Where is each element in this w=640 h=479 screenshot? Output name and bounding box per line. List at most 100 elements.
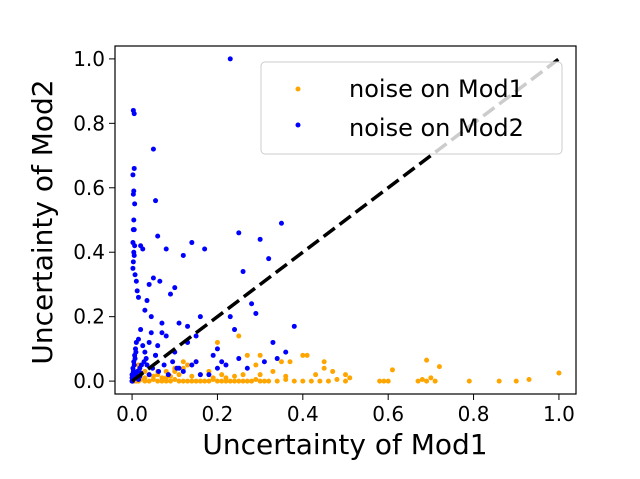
data-point-series-2 xyxy=(202,246,208,252)
data-point-series-1 xyxy=(266,378,272,384)
data-point-series-1 xyxy=(206,378,212,384)
data-point-series-1 xyxy=(308,378,314,384)
data-point-series-2 xyxy=(144,362,150,368)
data-point-series-2 xyxy=(131,165,137,171)
y-tick-label: 1.0 xyxy=(73,47,105,71)
data-point-series-1 xyxy=(466,378,472,384)
data-point-series-2 xyxy=(274,356,280,362)
data-point-series-1 xyxy=(300,378,306,384)
data-point-series-2 xyxy=(150,146,156,152)
data-point-series-2 xyxy=(283,349,289,355)
data-point-series-2 xyxy=(236,230,242,236)
data-point-series-2 xyxy=(133,349,139,355)
data-point-series-2 xyxy=(155,233,161,239)
data-point-series-1 xyxy=(325,378,331,384)
data-point-series-2 xyxy=(163,333,169,339)
data-point-series-2 xyxy=(270,339,276,345)
data-point-series-2 xyxy=(135,294,141,300)
data-point-series-1 xyxy=(172,377,178,382)
data-point-series-1 xyxy=(176,372,182,378)
data-point-series-1 xyxy=(193,378,199,384)
data-point-series-2 xyxy=(227,314,233,320)
data-point-series-2 xyxy=(131,227,137,233)
data-point-series-2 xyxy=(232,327,238,333)
data-point-series-2 xyxy=(193,333,199,339)
data-point-series-2 xyxy=(167,291,173,297)
data-point-series-2 xyxy=(148,314,154,320)
data-point-series-1 xyxy=(185,378,191,384)
data-point-series-2 xyxy=(214,346,220,352)
data-point-series-1 xyxy=(214,378,220,384)
data-point-series-1 xyxy=(424,378,430,384)
data-point-series-1 xyxy=(432,378,438,384)
data-point-series-1 xyxy=(415,378,421,384)
data-point-series-1 xyxy=(244,378,250,384)
data-point-series-1 xyxy=(236,333,242,339)
data-point-series-2 xyxy=(131,111,137,117)
data-point-series-2 xyxy=(131,362,137,368)
data-point-series-2 xyxy=(261,359,267,365)
data-point-series-1 xyxy=(227,378,233,384)
data-point-series-2 xyxy=(197,372,203,378)
data-point-series-2 xyxy=(159,330,165,336)
y-tick-label: 0.0 xyxy=(73,369,105,393)
data-point-series-2 xyxy=(131,217,137,223)
data-point-series-2 xyxy=(210,352,216,358)
legend-marker-mod1 xyxy=(295,86,301,92)
data-point-series-1 xyxy=(253,362,259,368)
data-point-series-1 xyxy=(142,368,148,374)
data-point-series-2 xyxy=(146,372,152,378)
data-point-series-2 xyxy=(150,275,156,281)
data-point-series-1 xyxy=(232,373,238,379)
data-point-series-2 xyxy=(257,236,263,242)
data-point-series-2 xyxy=(206,372,212,378)
data-point-series-1 xyxy=(223,375,229,381)
x-tick-label: 0.8 xyxy=(458,402,490,426)
data-point-series-1 xyxy=(304,352,310,358)
data-point-series-2 xyxy=(130,265,136,271)
data-point-series-1 xyxy=(526,377,532,382)
data-point-series-1 xyxy=(150,373,156,379)
x-tick-label: 0.6 xyxy=(372,402,404,426)
data-point-series-1 xyxy=(330,368,336,374)
data-point-series-1 xyxy=(436,364,442,370)
data-point-series-2 xyxy=(131,252,137,258)
data-point-series-2 xyxy=(146,281,152,287)
data-point-series-1 xyxy=(291,378,297,384)
y-tick-label: 0.6 xyxy=(73,176,105,200)
data-point-series-1 xyxy=(343,378,348,384)
data-point-series-2 xyxy=(278,220,284,226)
data-point-series-2 xyxy=(130,259,136,265)
data-point-series-2 xyxy=(161,362,167,368)
data-point-series-1 xyxy=(189,378,195,384)
data-point-series-2 xyxy=(165,372,171,378)
data-point-series-1 xyxy=(274,378,280,384)
data-point-series-1 xyxy=(300,352,306,358)
data-point-series-1 xyxy=(381,378,387,384)
data-point-series-1 xyxy=(240,378,246,384)
data-point-series-2 xyxy=(219,359,225,365)
data-point-series-2 xyxy=(130,191,136,197)
data-point-series-2 xyxy=(185,323,191,329)
data-point-series-2 xyxy=(134,288,140,294)
legend: noise on Mod1 noise on Mod2 xyxy=(260,61,563,155)
data-point-series-1 xyxy=(219,378,225,384)
data-point-series-2 xyxy=(153,352,159,358)
data-point-series-1 xyxy=(189,373,195,379)
data-point-series-1 xyxy=(556,370,562,376)
data-point-series-2 xyxy=(170,359,176,365)
data-point-series-2 xyxy=(144,298,150,304)
data-point-series-2 xyxy=(189,362,195,368)
data-point-series-2 xyxy=(291,323,297,329)
data-point-series-1 xyxy=(424,357,430,363)
y-axis-label: Uncertainty of Mod2 xyxy=(26,79,59,364)
y-tick-label: 0.8 xyxy=(73,111,105,135)
data-point-series-1 xyxy=(283,373,289,379)
data-point-series-1 xyxy=(334,377,340,382)
data-point-series-1 xyxy=(287,359,293,365)
data-point-series-2 xyxy=(143,356,149,362)
data-point-series-1 xyxy=(253,377,259,382)
x-axis-label: Uncertainty of Mod1 xyxy=(202,428,487,461)
data-point-series-1 xyxy=(210,375,216,381)
y-tick-label: 0.2 xyxy=(73,305,105,329)
